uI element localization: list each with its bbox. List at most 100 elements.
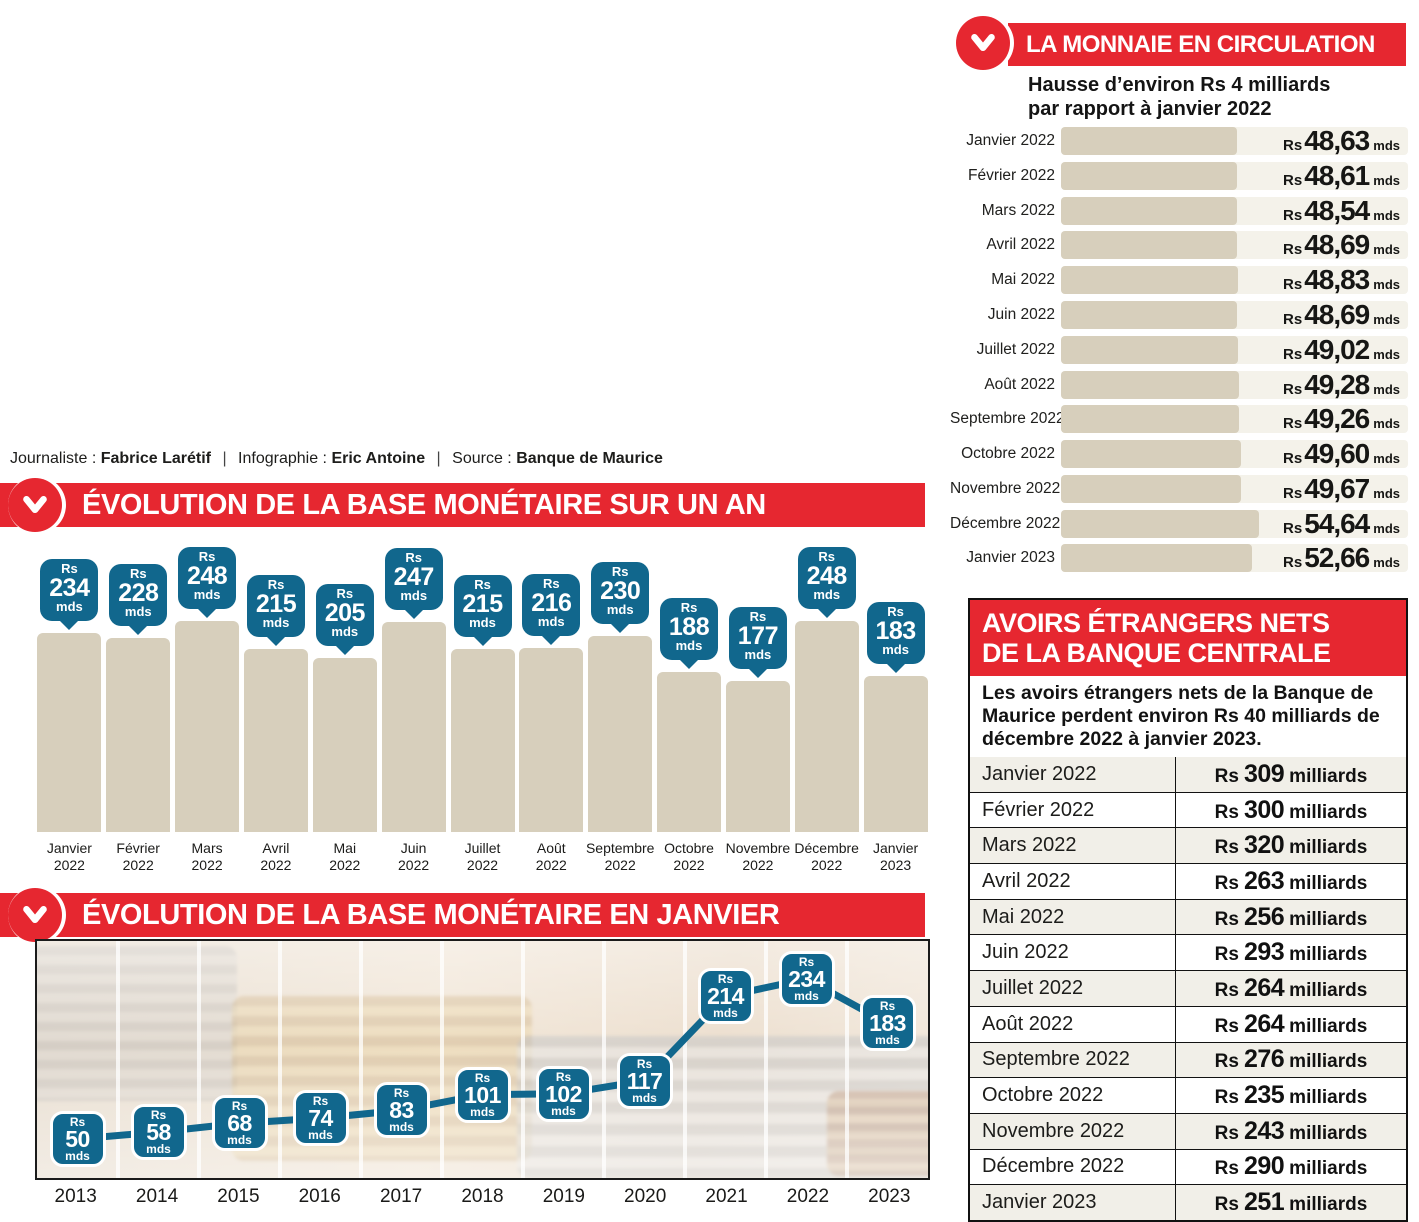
currency-prefix: Rs [1283, 171, 1303, 189]
bar-year: 2022 [811, 857, 843, 873]
monnaie-amount: 48,69 [1304, 298, 1370, 330]
bar-month-label: Juin 2022 [379, 840, 448, 874]
chevron-down-badge [8, 886, 66, 944]
line-point-bubble: Rs 101 mds [454, 1066, 511, 1123]
bubble-unit: mds [193, 587, 221, 602]
currency-prefix: Rs [129, 566, 147, 581]
currency-prefix: Rs [887, 604, 904, 620]
avoirs-row: Mai 2022 Rs 256 milliards [970, 898, 1406, 935]
currency-prefix: Rs [555, 1069, 572, 1084]
point-unit: mds [227, 1133, 252, 1148]
monnaie-bar [1061, 127, 1237, 155]
currency-prefix: Rs [1214, 1051, 1239, 1073]
bubble-unit: mds [400, 587, 428, 603]
year-label: 2013 [54, 1186, 97, 1207]
monnaie-value: Rs 48,54 mds [1283, 195, 1400, 227]
column-separator [197, 941, 201, 1178]
currency-prefix: Rs [1283, 484, 1303, 502]
monnaie-amount: 54,64 [1304, 507, 1370, 539]
line-point-bubble: Rs 83 mds [373, 1082, 430, 1139]
avoirs-row: Novembre 2022 Rs 243 milliards [970, 1112, 1406, 1149]
monnaie-subtitle: Hausse d’environ Rs 4 milliards par rapp… [1028, 73, 1330, 121]
currency-prefix: Rs [1214, 1194, 1239, 1216]
bar-month: Octobre [664, 840, 714, 856]
line-point-bubble: Rs 50 mds [49, 1111, 106, 1167]
monnaie-bar-track: Rs 54,64 mds [1061, 507, 1408, 539]
year-label: 2014 [135, 1186, 179, 1207]
avoirs-value-cell: Rs 276 milliards [1175, 1042, 1406, 1078]
bar-year: 2022 [53, 857, 85, 873]
banner-monnaie: LA MONNAIE EN CIRCULATION [1008, 23, 1406, 66]
monnaie-row: Août 2022 Rs 49,28 mds [950, 369, 1412, 401]
monnaie-bar [1061, 544, 1252, 573]
avoirs-value-cell: Rs 251 milliards [1175, 1185, 1406, 1220]
avoirs-amount: 293 [1243, 938, 1285, 967]
monnaie-row: Octobre 2022 Rs 49,60 mds [950, 438, 1412, 469]
monnaie-row: Janvier 2022 Rs 48,63 mds [950, 125, 1412, 156]
value-bubble: Rs 188 mds [660, 598, 718, 660]
monnaie-unit: mds [1373, 381, 1400, 397]
value-bubble: Rs 248 mds [797, 547, 856, 609]
avoirs-title-line2: DE LA BANQUE CENTRALE [982, 638, 1331, 668]
chevron-down-icon [8, 888, 62, 942]
avoirs-row: Juin 2022 Rs 293 milliards [970, 934, 1406, 971]
bubble-unit: mds [675, 638, 703, 653]
avoirs-row: Janvier 2023 Rs 251 milliards [970, 1184, 1406, 1220]
line-point-bubble: Rs 58 mds [130, 1104, 187, 1160]
bar-year: 2022 [260, 857, 292, 873]
monnaie-value: Rs 49,28 mds [1283, 369, 1400, 401]
monnaie-bar [1061, 474, 1241, 503]
monnaie-bar [1061, 231, 1238, 260]
base-monetaire-bar [588, 636, 653, 832]
avoirs-unit: milliards [1289, 908, 1368, 930]
bubble-unit: mds [331, 623, 359, 639]
monnaie-unit: mds [1373, 172, 1400, 188]
value-bubble: Rs 183 mds [866, 602, 925, 665]
monnaie-bar [1061, 300, 1238, 329]
bubble-value: 183 [875, 617, 916, 646]
avoirs-value-cell: Rs 263 milliards [1175, 864, 1406, 899]
bar-month-label: Mars 2022 [173, 840, 242, 874]
monnaie-unit: mds [1373, 242, 1400, 258]
column-separator [359, 941, 363, 1178]
base-monetaire-bar [37, 632, 102, 832]
bar-month: Juin [400, 840, 427, 856]
monnaie-amount: 49,26 [1304, 403, 1370, 435]
currency-prefix: Rs [198, 549, 216, 564]
monnaie-bar-track: Rs 48,61 mds [1061, 160, 1408, 191]
currency-prefix: Rs [1214, 979, 1239, 1001]
avoirs-unit: milliards [1289, 801, 1368, 823]
monnaie-row: Novembre 2022 Rs 49,67 mds [950, 473, 1412, 504]
monnaie-bar [1061, 370, 1240, 399]
currency-prefix: Rs [1283, 137, 1303, 154]
value-bubble: Rs 205 mds [315, 583, 374, 646]
avoirs-amount: 256 [1243, 902, 1285, 931]
avoirs-amount: 243 [1243, 1116, 1285, 1145]
monnaie-month-label: Mai 2022 [991, 271, 1055, 289]
bar-month: Février [116, 840, 160, 856]
bubble-unit: mds [262, 615, 290, 631]
point-unit: mds [875, 1033, 900, 1048]
banner-base-janvier: ÉVOLUTION DE LA BASE MONÉTAIRE EN JANVIE… [0, 893, 925, 937]
currency-prefix: Rs [474, 1070, 491, 1085]
year-label: 2021 [705, 1186, 748, 1207]
bar-month-label: Septembre 2022 [586, 840, 655, 874]
monnaie-amount: 49,02 [1304, 333, 1370, 365]
monnaie-month-label: Juillet 2022 [976, 340, 1055, 358]
bar-month-label: Août 2022 [517, 840, 586, 874]
currency-prefix: Rs [611, 564, 629, 580]
avoirs-unit: milliards [1289, 1015, 1368, 1037]
monnaie-bar-track: Rs 48,63 mds [1061, 125, 1408, 156]
avoirs-amount: 263 [1243, 866, 1285, 895]
avoirs-value-cell: Rs 264 milliards [1175, 971, 1406, 1006]
bar-year: 2022 [329, 857, 361, 873]
avoirs-amount: 309 [1243, 759, 1285, 788]
bar-month-label: Janvier 2023 [861, 840, 930, 874]
point-value: 234 [788, 965, 825, 992]
avoirs-value-cell: Rs 264 milliards [1175, 1006, 1406, 1042]
avoirs-month-cell: Octobre 2022 [982, 1084, 1104, 1107]
currency-prefix: Rs [231, 1099, 248, 1114]
base-monetaire-bar [863, 676, 928, 832]
monnaie-bar [1061, 509, 1259, 538]
point-unit: mds [146, 1142, 171, 1156]
